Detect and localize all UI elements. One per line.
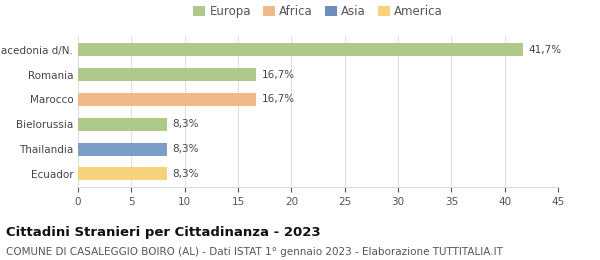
Text: 16,7%: 16,7% bbox=[262, 69, 295, 80]
Text: 8,3%: 8,3% bbox=[172, 144, 199, 154]
Text: 41,7%: 41,7% bbox=[528, 45, 561, 55]
Text: 8,3%: 8,3% bbox=[172, 169, 199, 179]
Bar bbox=[78, 142, 167, 155]
Text: 8,3%: 8,3% bbox=[172, 119, 199, 129]
Text: 16,7%: 16,7% bbox=[262, 94, 295, 104]
Text: Cittadini Stranieri per Cittadinanza - 2023: Cittadini Stranieri per Cittadinanza - 2… bbox=[6, 226, 320, 239]
Bar bbox=[78, 118, 167, 131]
Bar bbox=[78, 68, 256, 81]
Text: COMUNE DI CASALEGGIO BOIRO (AL) - Dati ISTAT 1° gennaio 2023 - Elaborazione TUTT: COMUNE DI CASALEGGIO BOIRO (AL) - Dati I… bbox=[6, 247, 503, 257]
Bar bbox=[78, 167, 167, 180]
Bar bbox=[78, 93, 256, 106]
Legend: Europa, Africa, Asia, America: Europa, Africa, Asia, America bbox=[188, 0, 448, 23]
Bar bbox=[78, 43, 523, 56]
